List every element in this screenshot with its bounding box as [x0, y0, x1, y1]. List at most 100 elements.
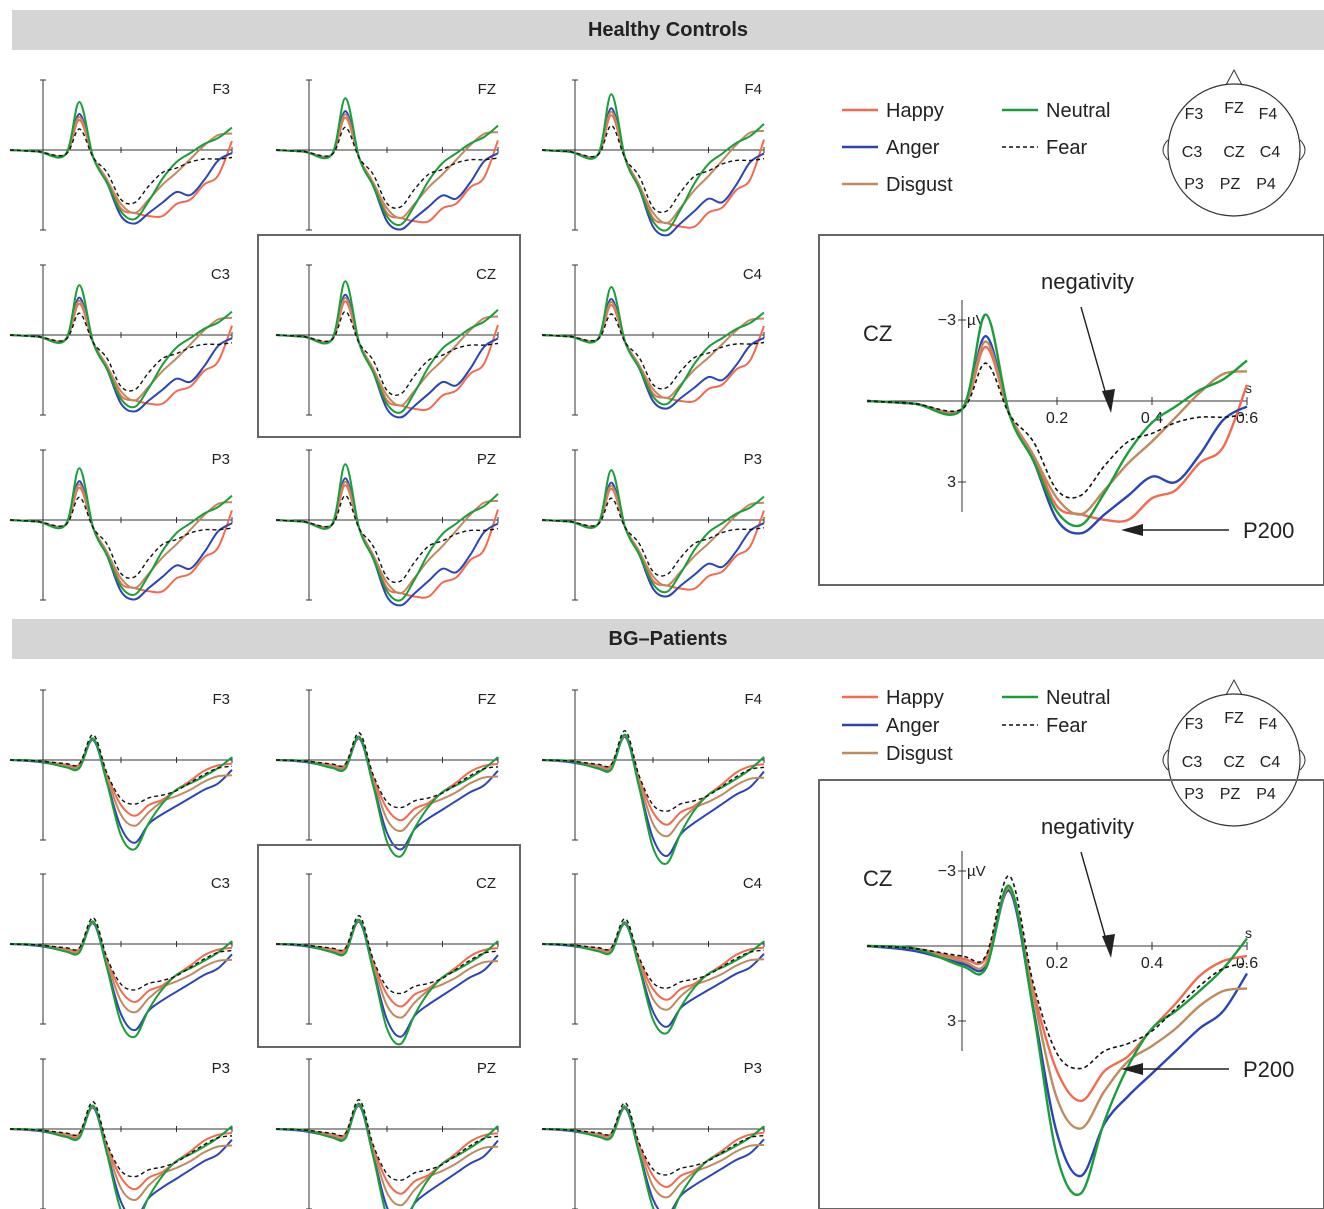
trace-fear [541, 497, 765, 577]
trace-neutral [275, 918, 499, 1046]
trace-neutral [9, 467, 233, 596]
trace-happy [541, 734, 765, 826]
enlarged-frame [818, 779, 1324, 1209]
legend-label-fear: Fear [1046, 715, 1087, 737]
electrode-label: P3 [212, 1060, 230, 1077]
trace-fear [541, 124, 765, 214]
ear-icon [1299, 139, 1306, 161]
electrode-label: CZ [476, 875, 496, 892]
head-electrode-label: F4 [1259, 716, 1278, 733]
trace-disgust [541, 734, 765, 838]
head-electrode-label: F3 [1185, 716, 1204, 733]
electrode-plot-f3: F3 [9, 689, 233, 851]
electrode-label: PZ [477, 1060, 496, 1077]
head-electrode-label: C3 [1182, 144, 1203, 161]
x-unit-label: s [1245, 380, 1252, 396]
trace-fear [541, 918, 765, 989]
enlarged-trace-fear [866, 362, 1248, 499]
legend-patients: Happy Anger Disgust Neutral Fear [842, 687, 1110, 765]
electrode-plot-f3: F3 [9, 79, 233, 231]
head-electrode-label: F4 [1259, 106, 1278, 123]
electrode-plot-pz: PZ [275, 1058, 499, 1209]
enlarged-trace-anger [866, 889, 1249, 1178]
trace-happy [9, 921, 233, 1004]
trace-fear [541, 1102, 765, 1176]
trace-fear [541, 730, 765, 812]
trace-neutral [541, 469, 765, 594]
x-tick-label: 0.4 [1141, 955, 1163, 972]
trace-disgust [9, 115, 233, 215]
trace-disgust [275, 480, 499, 595]
arrow-head-icon [1121, 1063, 1143, 1075]
legend-label-fear: Fear [1046, 137, 1087, 159]
x-tick-label: 0.6 [1236, 410, 1258, 427]
y-unit-label: µV [967, 863, 986, 880]
trace-disgust [275, 296, 499, 407]
legend-label-anger: Anger [886, 715, 940, 737]
head-electrode-label: F3 [1185, 106, 1204, 123]
electrode-plot-fz: FZ [275, 79, 499, 231]
trace-fear [275, 732, 499, 809]
trace-neutral [9, 1104, 233, 1209]
trace-disgust [275, 1103, 499, 1207]
enlarged-trace-happy [866, 887, 1248, 1103]
legend-label-neutral: Neutral [1046, 100, 1110, 122]
trace-neutral [541, 921, 765, 1035]
trace-disgust [9, 299, 233, 402]
ear-icon [1299, 749, 1306, 771]
electrode-plot-fz: FZ [275, 689, 499, 858]
electrode-label: CZ [476, 266, 496, 283]
enlarged-trace-neutral [866, 884, 1248, 1196]
head-electrode-label: FZ [1224, 710, 1244, 727]
trace-happy [541, 922, 765, 1001]
enlarged-frame [818, 234, 1324, 586]
trace-fear [9, 128, 233, 205]
head-electrode-label: PZ [1220, 786, 1241, 803]
head-electrode-label: P3 [1184, 786, 1204, 803]
enlarged-electrode-label: CZ [863, 321, 892, 346]
nose-icon [1225, 68, 1243, 86]
trace-fear [275, 126, 499, 209]
enlarged-trace-disgust [866, 340, 1248, 516]
electrode-plot-p3: P3 [541, 449, 765, 601]
trace-fear [275, 494, 499, 584]
head-electrode-label: C3 [1182, 754, 1203, 771]
trace-neutral [275, 280, 499, 414]
x-unit-label: s [1245, 925, 1252, 941]
trace-neutral [9, 284, 233, 409]
nose-icon [1225, 678, 1243, 696]
trace-disgust [9, 738, 233, 827]
x-tick-label: 0.2 [1046, 955, 1068, 972]
trace-happy [275, 919, 499, 1008]
trace-happy [9, 1105, 233, 1191]
arrow-line [1080, 851, 1110, 951]
trace-disgust [541, 300, 765, 400]
legend-label-disgust: Disgust [886, 743, 953, 765]
trace-disgust [541, 1106, 765, 1199]
electrode-label: PZ [477, 451, 496, 468]
electrode-label: F3 [212, 81, 230, 98]
electrode-plot-c4: C4 [541, 264, 765, 416]
trace-fear [9, 917, 233, 991]
head-electrode-label: C4 [1260, 754, 1281, 771]
electrode-plot-p3: P3 [9, 449, 233, 601]
trace-neutral [9, 100, 233, 221]
trace-fear [9, 1101, 233, 1178]
x-tick-label: 0.4 [1141, 410, 1163, 427]
annotation-negativity: negativity [1041, 269, 1134, 294]
electrode-label: C4 [743, 266, 762, 283]
trace-neutral [275, 463, 499, 602]
electrode-plot-p3: P3 [541, 1058, 765, 1209]
legend-label-neutral: Neutral [1046, 687, 1110, 709]
electrode-label: C4 [743, 875, 762, 892]
electrode-plot-p3: P3 [9, 1058, 233, 1209]
head-diagram-patients: F3 FZ F4 C3 CZ C4 P3 PZ P4 [1162, 678, 1306, 827]
electrode-plot-c4: C4 [541, 873, 765, 1035]
trace-disgust [275, 736, 499, 833]
trace-fear [275, 310, 499, 396]
trace-disgust [541, 922, 765, 1011]
trace-neutral [541, 93, 765, 232]
electrode-plot-pz: PZ [275, 449, 499, 607]
enlarged-electrode-label: CZ [863, 866, 892, 891]
